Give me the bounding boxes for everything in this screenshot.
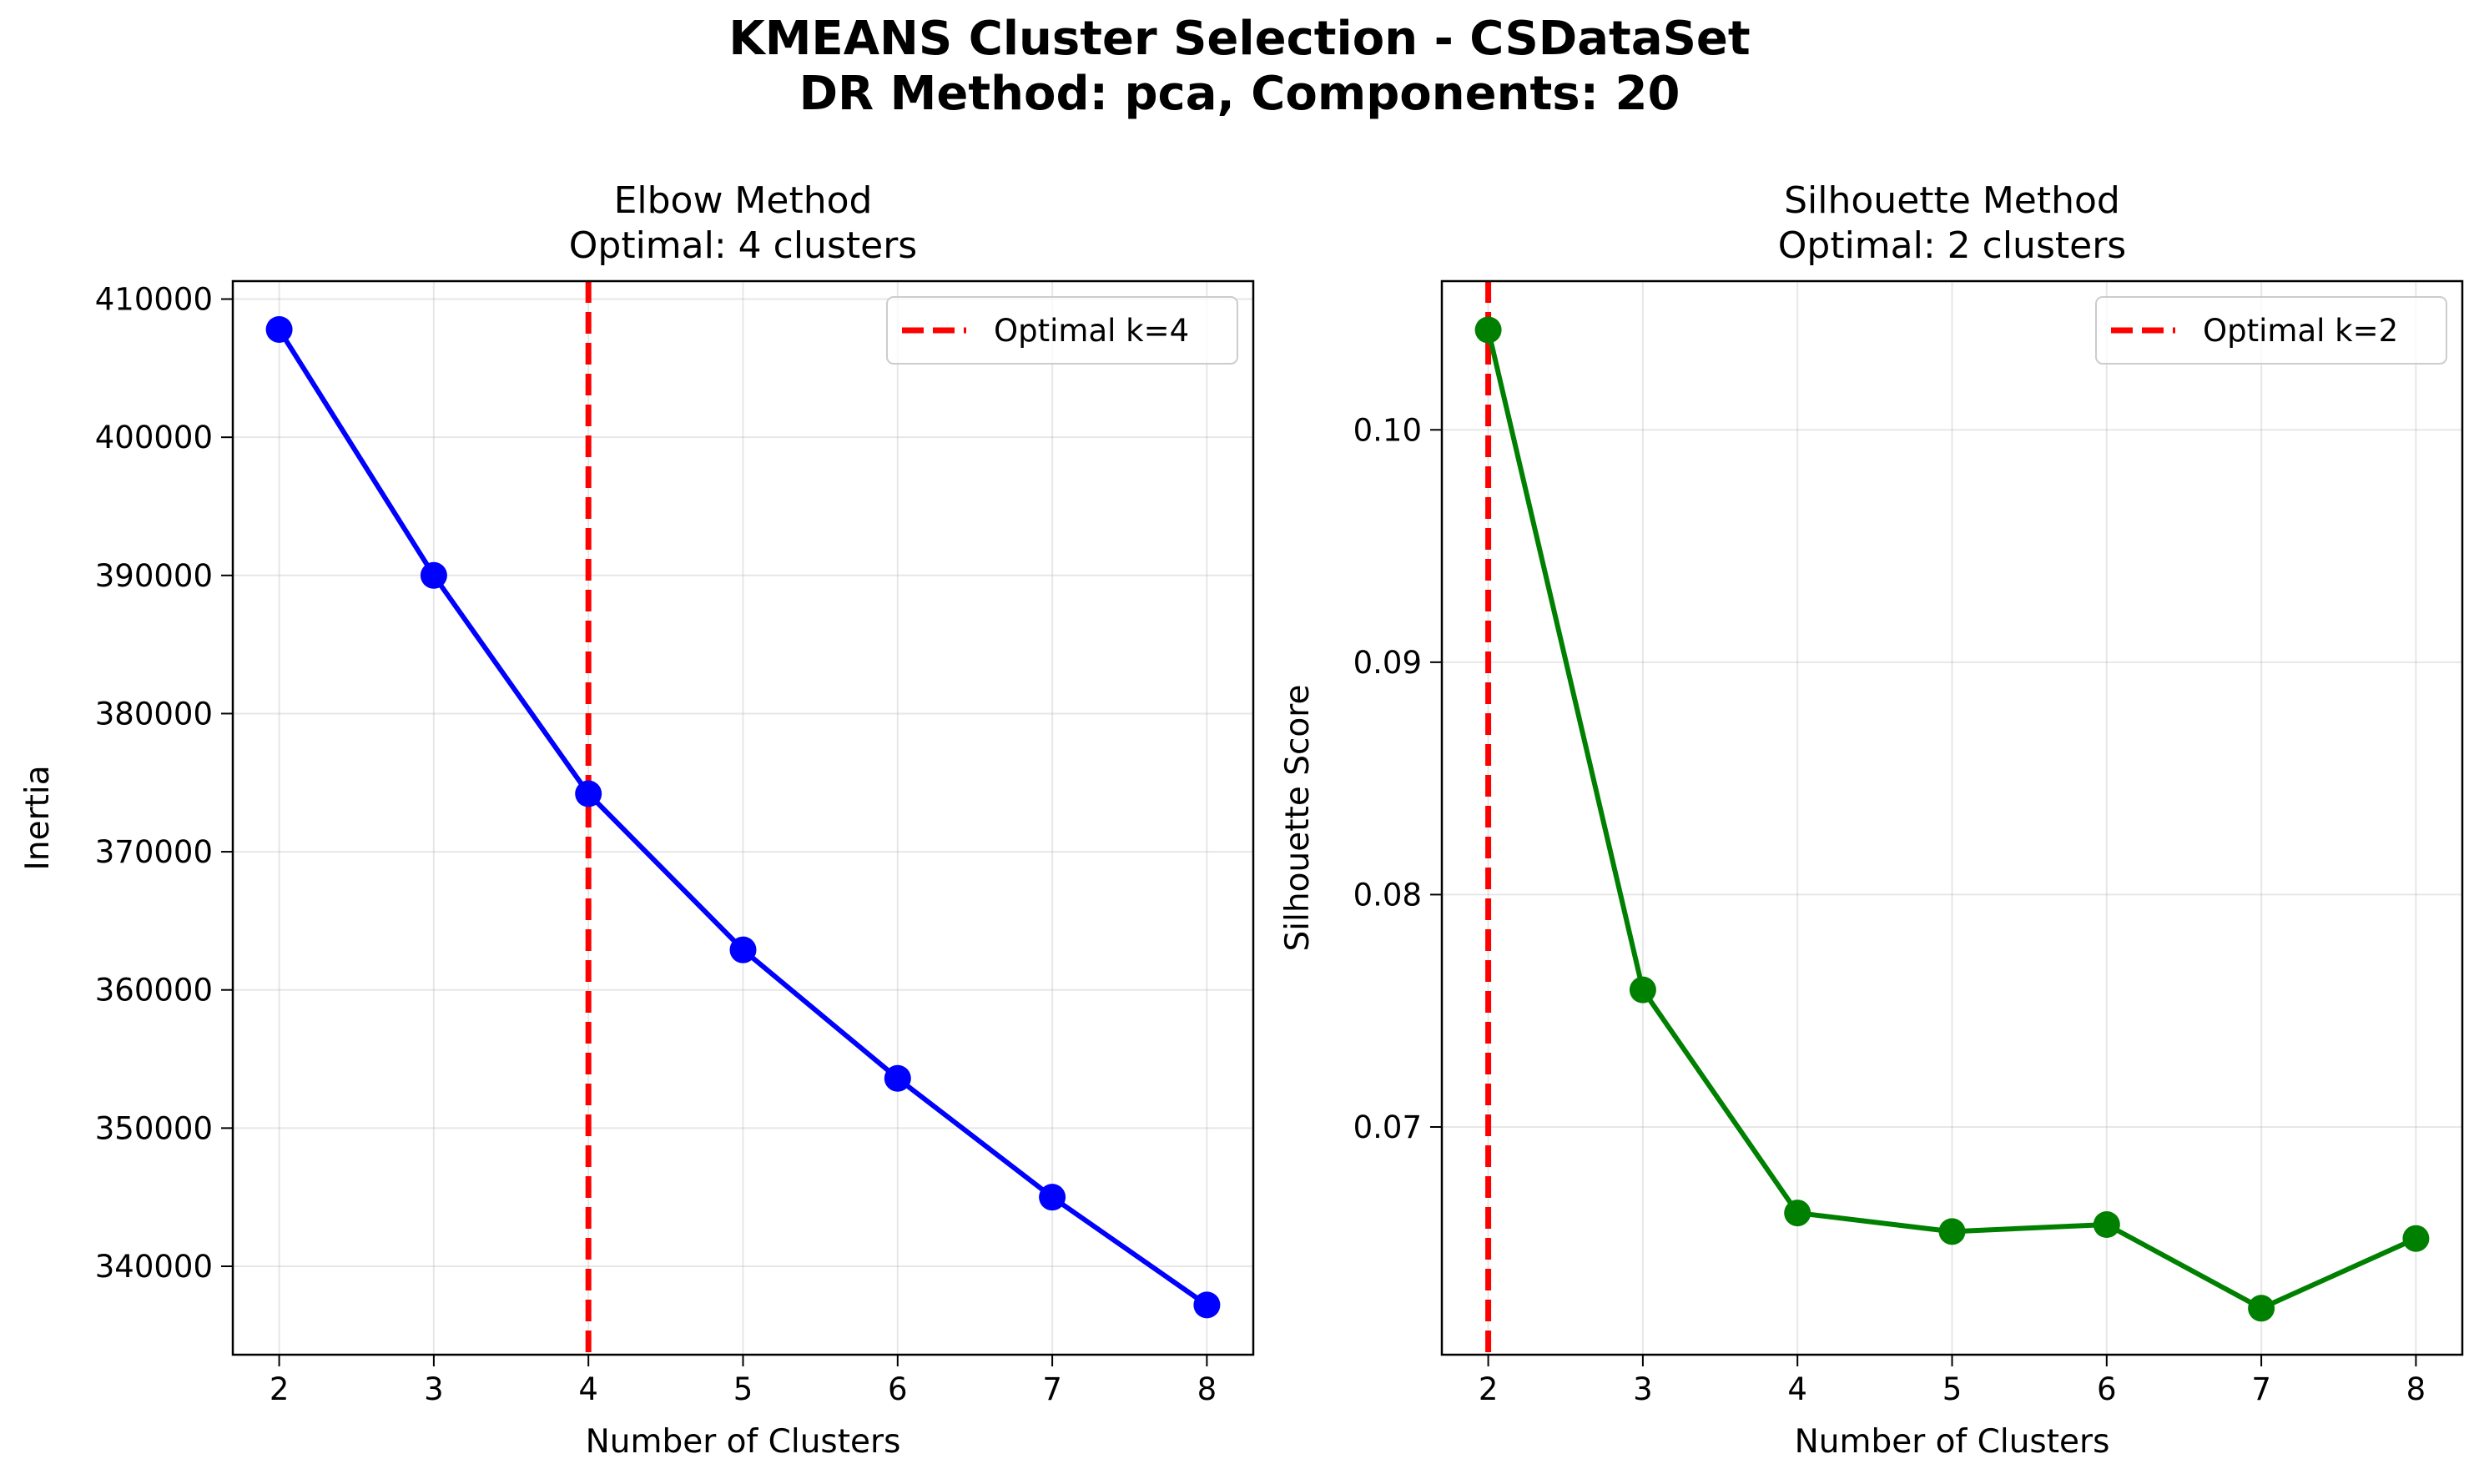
y-tick-label: 0.07	[1353, 1109, 1422, 1145]
panel-title-line1: Elbow Method	[614, 179, 873, 222]
x-tick-label: 3	[424, 1371, 444, 1407]
panel-title-line1: Silhouette Method	[1784, 179, 2120, 222]
y-tick-label: 0.10	[1353, 412, 1422, 448]
x-tick-label: 4	[1787, 1371, 1807, 1407]
axes-frame	[1440, 279, 2464, 1356]
data-point	[1193, 1291, 1221, 1319]
data-point	[1039, 1184, 1066, 1211]
legend: Optimal k=2	[2095, 296, 2447, 365]
y-axis-label: Silhouette Score	[1279, 685, 1317, 952]
legend-box	[886, 296, 1238, 365]
data-point	[265, 315, 293, 343]
y-tick-label: 410000	[95, 282, 213, 318]
data-point	[2248, 1295, 2275, 1322]
data-point	[575, 780, 602, 807]
data-point	[729, 936, 757, 963]
y-tick-label: 0.08	[1353, 877, 1422, 913]
y-tick-label: 0.09	[1353, 645, 1422, 681]
panel-title-line2: Optimal: 4 clusters	[569, 224, 917, 267]
axes-frame	[231, 279, 1255, 1356]
y-tick-label: 360000	[95, 973, 213, 1009]
figure-title: KMEANS Cluster Selection - CSDataSet DR …	[0, 12, 2479, 122]
x-tick-label: 8	[2406, 1371, 2426, 1407]
y-tick-label: 370000	[95, 834, 213, 870]
x-tick-label: 4	[578, 1371, 598, 1407]
legend-label: Optimal k=2	[2203, 313, 2398, 349]
x-tick-label: 3	[1633, 1371, 1653, 1407]
data-point	[420, 561, 447, 589]
y-tick-label: 390000	[95, 558, 213, 594]
x-axis-label: Number of Clusters	[1795, 1423, 2110, 1461]
data-point	[1784, 1200, 1811, 1227]
y-axis-label: Inertia	[19, 765, 57, 870]
x-tick-label: 7	[2251, 1371, 2271, 1407]
y-tick-label: 340000	[95, 1249, 213, 1285]
data-point	[2093, 1211, 2120, 1238]
x-tick-label: 2	[270, 1371, 290, 1407]
x-axis-label: Number of Clusters	[586, 1423, 901, 1461]
data-point	[884, 1064, 911, 1092]
legend-label: Optimal k=4	[994, 313, 1189, 349]
x-tick-label: 2	[1479, 1371, 1499, 1407]
x-tick-label: 5	[733, 1371, 753, 1407]
panel-title-line2: Optimal: 2 clusters	[1778, 224, 2126, 267]
x-tick-label: 6	[888, 1371, 908, 1407]
y-tick-label: 400000	[95, 420, 213, 455]
figure-title-line2: DR Method: pca, Components: 20	[799, 67, 1680, 121]
x-tick-label: 7	[1042, 1371, 1062, 1407]
legend-box	[2095, 296, 2447, 365]
legend: Optimal k=4	[886, 296, 1238, 365]
y-tick-label: 350000	[95, 1110, 213, 1146]
y-tick-label: 380000	[95, 696, 213, 732]
data-point	[1629, 976, 1656, 1004]
x-tick-label: 6	[2097, 1371, 2117, 1407]
x-tick-label: 8	[1197, 1371, 1217, 1407]
data-point	[1474, 316, 1502, 344]
figure-title-line1: KMEANS Cluster Selection - CSDataSet	[728, 12, 1751, 66]
x-tick-label: 5	[1942, 1371, 1963, 1407]
data-point	[2402, 1225, 2430, 1252]
data-point	[1938, 1218, 1966, 1245]
